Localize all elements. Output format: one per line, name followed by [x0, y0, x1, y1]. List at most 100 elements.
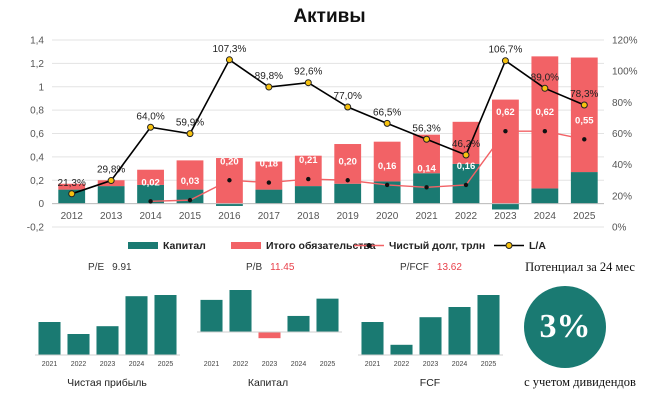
net-debt-label: 0,62: [536, 107, 555, 118]
la-label: 64,0%: [136, 111, 164, 122]
net-debt-label: 0,02: [141, 177, 160, 188]
x-tick-label: 2012: [61, 211, 84, 222]
net-debt-label: 0,16: [378, 161, 397, 172]
y2-tick-label: 0%: [612, 223, 627, 234]
y-tick-label: 0,2: [30, 176, 44, 187]
la-point: [304, 79, 312, 87]
net-debt-label: 0,21: [299, 155, 318, 166]
legend-swatch-net-debt-dot: [366, 243, 372, 248]
small-bar: [200, 299, 223, 332]
potential-circle: 3%: [524, 286, 606, 368]
la-point: [147, 123, 155, 131]
y-tick-label: 1: [38, 82, 44, 93]
net-debt-label: 0,03: [181, 176, 200, 187]
small-x-label: 2024: [452, 361, 468, 368]
la-line: [71, 58, 585, 195]
la-label: 77,0%: [334, 91, 362, 102]
net-debt-point: [582, 137, 587, 142]
la-label: 21,3%: [58, 178, 86, 189]
small-x-label: 2025: [158, 361, 174, 368]
equity-bar: [255, 189, 283, 204]
y-tick-label: 0,8: [30, 106, 44, 117]
small-bar: [287, 315, 310, 332]
net-debt-point: [306, 176, 311, 182]
small-x-label: 2023: [100, 361, 116, 368]
small-chart-title-equity: Капитал: [247, 377, 289, 389]
x-tick-label: 2021: [415, 211, 438, 222]
legend-swatch-liabilities: [231, 242, 261, 249]
net-debt-label: 0,62: [496, 107, 515, 118]
la-point: [580, 101, 588, 109]
y2-tick-label: 80%: [612, 98, 632, 109]
la-label: 92,6%: [294, 67, 322, 78]
small-chart-title-profit: Чистая прибыль: [67, 377, 147, 389]
equity-bar: [97, 186, 125, 204]
small-chart-title-fcf: FCF: [419, 377, 441, 389]
net-debt-point: [542, 128, 548, 134]
net-debt-label: 0,20: [220, 156, 239, 167]
y-tick-label: 1,2: [30, 59, 44, 70]
small-x-label: 2023: [423, 361, 439, 368]
x-tick-label: 2022: [455, 211, 478, 222]
legend-swatch-equity: [128, 242, 158, 249]
net-debt-point: [148, 199, 153, 204]
equity-bar: [216, 203, 243, 206]
x-tick-label: 2014: [139, 211, 162, 222]
legend-liabilities: Итого обязательства: [266, 240, 376, 252]
small-bar: [361, 322, 384, 355]
pb-value: 11.45: [270, 262, 295, 273]
la-label: 89,0%: [531, 72, 559, 83]
net-debt-label: 0,14: [417, 163, 436, 174]
small-x-label: 2022: [394, 361, 410, 368]
equity-bar: [531, 188, 559, 204]
equity-bar: [492, 203, 519, 210]
liabilities-bar: [492, 99, 519, 204]
equity-bar: [137, 184, 164, 204]
pe-label: P/E: [88, 262, 105, 273]
x-tick-label: 2018: [297, 211, 320, 222]
la-point: [225, 56, 233, 64]
liabilities-bar: [334, 144, 362, 184]
x-tick-label: 2017: [258, 211, 281, 222]
pe-value: 9.91: [112, 262, 132, 273]
y-tick-label: -0,2: [27, 223, 45, 234]
pb-label: P/B: [246, 262, 263, 273]
small-x-label: 2022: [233, 361, 249, 368]
la-point: [265, 83, 273, 91]
chart-title: Активы: [293, 6, 366, 27]
small-x-label: 2021: [204, 361, 220, 368]
la-label: 107,3%: [212, 44, 246, 55]
liabilities-bar: [137, 169, 164, 185]
x-tick-label: 2016: [218, 211, 241, 222]
legend-equity: Капитал: [163, 240, 206, 252]
la-point: [423, 135, 431, 143]
x-tick-label: 2015: [179, 211, 202, 222]
y2-tick-label: 120%: [612, 36, 638, 47]
y-tick-label: 0: [38, 199, 44, 210]
net-debt-point: [345, 178, 350, 183]
la-point: [107, 177, 115, 185]
la-point: [501, 57, 509, 65]
pfcf-metric: P/FCF 13.62: [400, 262, 462, 273]
small-bar: [229, 290, 252, 332]
y-tick-label: 0,4: [30, 152, 44, 163]
la-label: 56,3%: [412, 123, 440, 134]
net-debt-label: 0,20: [338, 156, 357, 167]
la-label: 66,5%: [373, 107, 401, 118]
liabilities-bar: [373, 141, 401, 182]
small-x-label: 2025: [320, 361, 336, 368]
y-tick-label: 0,6: [30, 129, 44, 140]
y2-tick-label: 40%: [612, 160, 632, 171]
la-point: [462, 151, 470, 159]
legend-la: L/A: [529, 240, 546, 252]
small-bar: [96, 326, 119, 355]
small-x-label: 2021: [42, 361, 58, 368]
small-bar: [419, 317, 442, 355]
small-bar: [477, 295, 500, 355]
small-charts: 2021 2022 2023 2024 2025 2021 2022 2023 2024 2025…: [35, 290, 503, 368]
small-bar: [67, 334, 90, 355]
net-debt-label: 0,16: [457, 161, 476, 172]
la-point: [344, 103, 352, 111]
liabilities-bar: [570, 57, 598, 173]
